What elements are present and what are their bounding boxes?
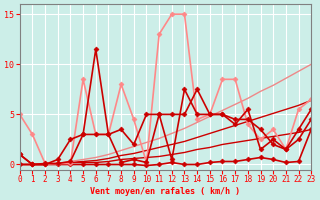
- X-axis label: Vent moyen/en rafales ( km/h ): Vent moyen/en rafales ( km/h ): [91, 187, 240, 196]
